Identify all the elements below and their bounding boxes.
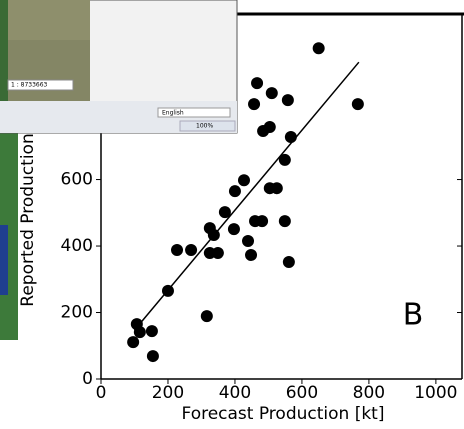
- point: [161, 284, 174, 297]
- x-tick-label: 1000: [414, 383, 457, 403]
- point: [218, 206, 231, 219]
- point: [227, 223, 240, 236]
- point: [278, 153, 291, 166]
- point: [207, 229, 220, 242]
- point: [237, 174, 250, 187]
- x-axis-label: Forecast Production [kt]: [182, 404, 385, 424]
- y-tick-label: 200: [61, 303, 93, 323]
- x-tick-label: 0: [96, 383, 107, 403]
- point: [284, 130, 297, 143]
- point: [282, 255, 295, 268]
- point: [133, 326, 146, 339]
- zoom-box: [179, 120, 236, 132]
- point: [146, 350, 159, 363]
- annotation: B: [403, 298, 424, 333]
- point: [171, 244, 184, 257]
- point: [145, 325, 158, 338]
- scale-box: [7, 79, 74, 91]
- window: 1 : 8733663 English 100%: [0, 0, 238, 134]
- point: [251, 77, 264, 90]
- x-tick-label: 600: [286, 383, 318, 403]
- map-shade: [0, 40, 90, 101]
- y-axis-label: Reported Production: [18, 133, 38, 306]
- map-strip-water: [0, 225, 8, 295]
- point: [228, 185, 241, 198]
- y-tick-label: 400: [61, 236, 93, 256]
- point: [248, 98, 261, 111]
- point: [242, 235, 255, 248]
- point: [278, 215, 291, 228]
- point: [281, 94, 294, 107]
- language-text: English: [162, 110, 184, 117]
- trend-line: [133, 61, 360, 331]
- point: [312, 42, 325, 55]
- map-side: [0, 0, 8, 101]
- point: [351, 98, 364, 111]
- point: [257, 125, 270, 138]
- language-box: [157, 107, 231, 118]
- scale-text: 1 : 8733663: [11, 82, 48, 89]
- point: [185, 244, 198, 257]
- y-tick-label: 600: [61, 170, 93, 190]
- y-tick-label: 0: [82, 369, 93, 389]
- point: [270, 182, 283, 195]
- point: [200, 310, 213, 323]
- point: [256, 215, 269, 228]
- zoom-text[interactable]: 100%: [196, 123, 213, 130]
- x-tick-label: 400: [219, 383, 251, 403]
- point: [127, 336, 140, 349]
- x-tick-label: 200: [152, 383, 184, 403]
- point: [245, 249, 258, 262]
- x-tick-label: 800: [353, 383, 385, 403]
- point: [211, 247, 224, 260]
- point: [265, 87, 278, 100]
